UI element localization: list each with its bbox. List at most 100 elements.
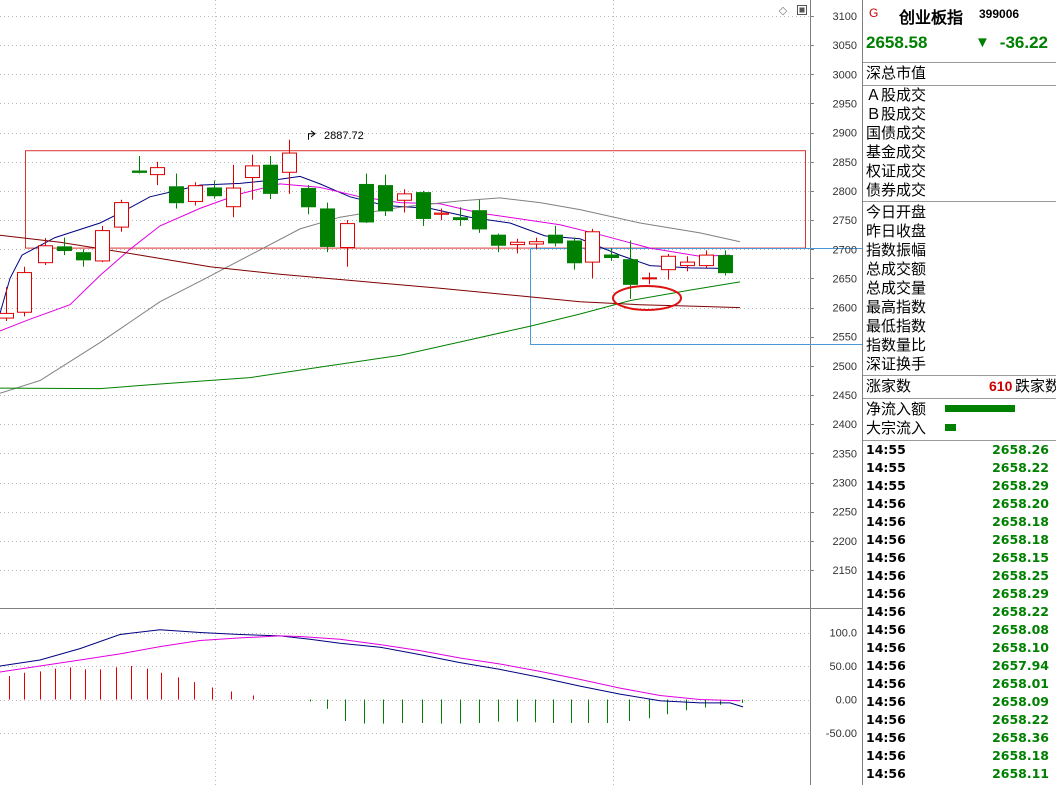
candle-body-up bbox=[680, 261, 695, 267]
block-inflow-label: 大宗流入 bbox=[866, 420, 927, 437]
price-axis-label: 2700 bbox=[833, 244, 857, 256]
candle bbox=[529, 237, 544, 250]
high-marker bbox=[308, 133, 315, 140]
candle-body-up bbox=[95, 230, 110, 262]
candle bbox=[169, 173, 184, 209]
tick-row: 14:56 2658.18 bbox=[863, 747, 1056, 765]
price-axis-label: 2250 bbox=[833, 507, 857, 519]
candle bbox=[359, 173, 374, 224]
macd-axis-label: 0.00 bbox=[836, 695, 857, 707]
candle-body-up bbox=[642, 277, 657, 280]
tick-time: 14:56 bbox=[866, 514, 906, 529]
net-inflow-label: 净流入额 bbox=[866, 401, 927, 418]
candle-body-up bbox=[188, 185, 203, 202]
candle bbox=[17, 266, 32, 317]
tick-time: 14:56 bbox=[866, 496, 906, 511]
advancers-label: 涨家数 bbox=[866, 378, 912, 395]
tick-row: 14:55 2658.26 bbox=[863, 441, 1056, 459]
tick-price: 2658.09 bbox=[992, 694, 1049, 709]
total-market-value-label: 深总市值 bbox=[866, 65, 927, 82]
field-label: 昨日收盘 bbox=[866, 223, 927, 240]
candle bbox=[623, 240, 638, 299]
price-axis-label: 3000 bbox=[833, 69, 857, 81]
candle bbox=[188, 182, 203, 206]
tick-time: 14:56 bbox=[866, 604, 906, 619]
tick-price: 2658.18 bbox=[992, 748, 1049, 763]
tick-time: 14:56 bbox=[866, 712, 906, 727]
tick-price: 2658.08 bbox=[992, 622, 1049, 637]
candle-body-up bbox=[529, 241, 544, 245]
tick-row: 14:56 2658.18 bbox=[863, 513, 1056, 531]
kline-chart[interactable]: 3100 3050 3000 2950 2900 2850 2800 2750 2700 2650… bbox=[0, 0, 862, 785]
candle bbox=[150, 161, 165, 186]
candle-body-down bbox=[604, 254, 619, 259]
stock-code: 399006 bbox=[979, 7, 1020, 21]
candle bbox=[114, 199, 129, 232]
tick-row: 14:56 2658.10 bbox=[863, 639, 1056, 657]
field-label: 国债成交 bbox=[866, 125, 927, 142]
stock-marker: G bbox=[869, 6, 879, 20]
grid bbox=[0, 0, 862, 785]
candle-body-down bbox=[472, 210, 487, 230]
candle bbox=[510, 238, 525, 254]
candle bbox=[491, 233, 506, 253]
tick-price: 2658.36 bbox=[992, 730, 1049, 745]
tick-price: 2658.15 bbox=[992, 550, 1049, 565]
price-axis-label: 2600 bbox=[833, 303, 857, 315]
candle bbox=[585, 228, 600, 279]
price-axis-label: 2500 bbox=[833, 361, 857, 373]
tick-price: 2658.01 bbox=[992, 676, 1049, 691]
field-label: 基金成交 bbox=[866, 144, 927, 161]
tick-row: 14:56 2658.11 bbox=[863, 765, 1056, 783]
price-axis-label: 2300 bbox=[833, 478, 857, 490]
candle bbox=[263, 155, 278, 200]
tick-row: 14:56 2658.15 bbox=[863, 549, 1056, 567]
candle bbox=[416, 190, 431, 226]
tick-price: 2658.22 bbox=[992, 460, 1049, 475]
candle bbox=[132, 155, 147, 174]
candle-body-up bbox=[245, 165, 260, 179]
price-axis-label: 2850 bbox=[833, 157, 857, 169]
field-label: 最低指数 bbox=[866, 318, 927, 335]
tick-row: 14:56 2658.25 bbox=[863, 567, 1056, 585]
candle bbox=[642, 272, 657, 285]
tick-row: 14:56 2658.20 bbox=[863, 495, 1056, 513]
candle-body-down bbox=[453, 217, 468, 221]
candle-body-down bbox=[76, 252, 91, 261]
candle bbox=[301, 185, 316, 215]
breadth-row: 涨家数 610 跌家数 bbox=[863, 377, 1056, 396]
price-axis-label: 2350 bbox=[833, 448, 857, 460]
tick-row: 14:56 2658.08 bbox=[863, 621, 1056, 639]
macd-indicator bbox=[0, 629, 744, 724]
candle-body-down bbox=[567, 240, 582, 264]
moving-average-line bbox=[0, 281, 741, 390]
candle bbox=[207, 180, 222, 199]
tick-row: 14:56 2658.29 bbox=[863, 585, 1056, 603]
tick-price: 2658.18 bbox=[992, 514, 1049, 529]
tick-row: 14:56 2657.94 bbox=[863, 657, 1056, 675]
candle-body-down bbox=[548, 234, 563, 244]
candle-body-down bbox=[132, 170, 147, 173]
candle bbox=[397, 189, 412, 213]
tick-price: 2657.94 bbox=[992, 658, 1049, 673]
candle-body-down bbox=[378, 185, 393, 212]
tick-time: 14:56 bbox=[866, 550, 906, 565]
high-marker-arrow bbox=[310, 130, 316, 138]
price-axis-label: 3050 bbox=[833, 40, 857, 52]
price-axis-label: 2900 bbox=[833, 128, 857, 140]
field-label: 指数量比 bbox=[866, 337, 927, 354]
candle-body-up bbox=[397, 193, 412, 201]
candle bbox=[320, 202, 335, 253]
tick-row: 14:56 2658.22 bbox=[863, 711, 1056, 729]
tick-row: 14:56 2658.36 bbox=[863, 729, 1056, 747]
price-axis-label: 3100 bbox=[833, 11, 857, 23]
macd-axis-label: -50.00 bbox=[826, 728, 857, 740]
field-label: 指数振幅 bbox=[866, 242, 927, 259]
candle-body-down bbox=[320, 208, 335, 247]
tick-time: 14:56 bbox=[866, 640, 906, 655]
block-inflow-bar bbox=[945, 424, 956, 431]
moving-average-line bbox=[0, 234, 741, 309]
tick-price: 2658.22 bbox=[992, 712, 1049, 727]
candle-body-up bbox=[661, 255, 676, 271]
candle bbox=[604, 248, 619, 261]
